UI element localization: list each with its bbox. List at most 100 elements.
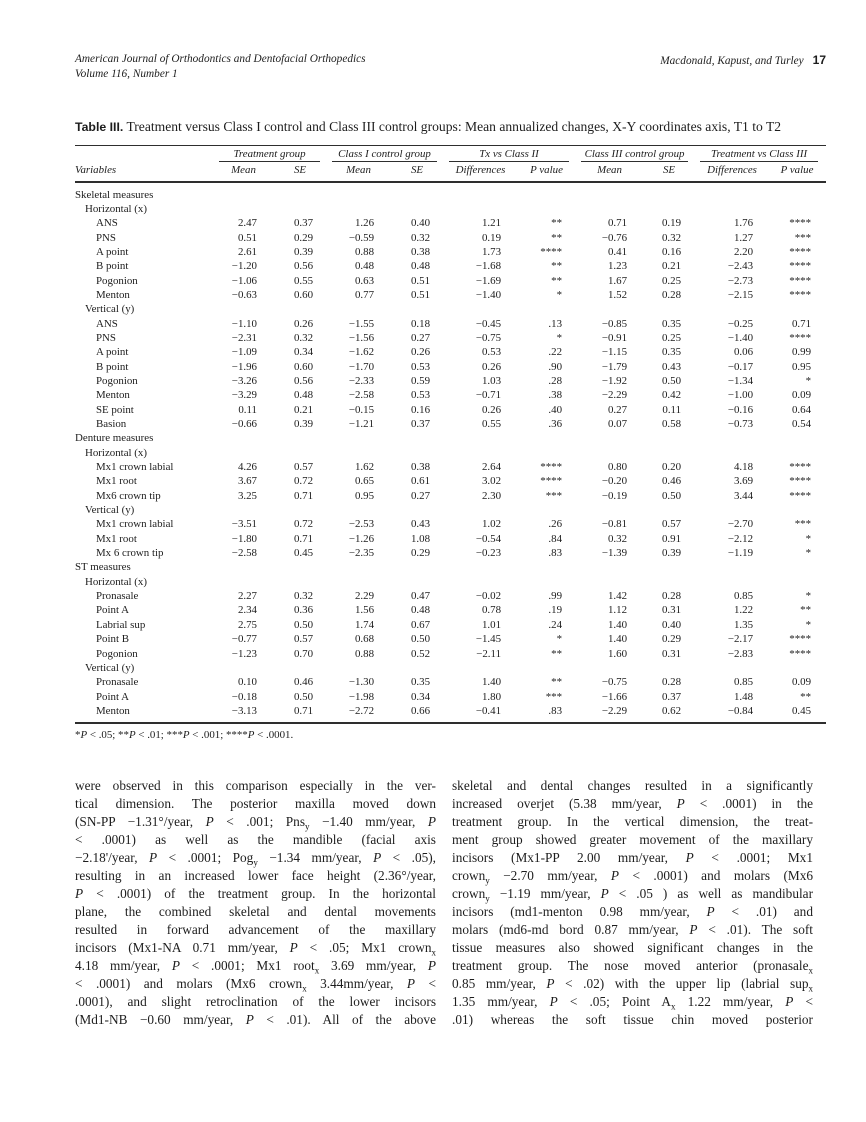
cell-value: .83 bbox=[548, 704, 563, 717]
cell-value: 0.27 bbox=[410, 489, 431, 502]
cell-value: 0.65 bbox=[354, 475, 375, 488]
text-line: 4.18 mm/year, P < .0001; Mx1 rootx 3.69 … bbox=[75, 958, 436, 976]
cell-value: −1.06 bbox=[231, 274, 257, 287]
cell-value: 0.48 bbox=[410, 604, 431, 617]
text-line: were observed in this comparison especia… bbox=[75, 778, 436, 794]
table-row: Menton −3.13 0.71 −2.72 0.66 −0.41 .83 −2.29 0.6… bbox=[75, 704, 826, 723]
table-subsection-row: Vertical (y) bbox=[75, 503, 826, 517]
table-row: Point A 2.34 0.36 1.56 0.48 0.78 .19 1.12 0.31 1.… bbox=[75, 603, 826, 617]
cell-value: −2.43 bbox=[727, 260, 754, 273]
cell-value: −1.92 bbox=[601, 374, 628, 387]
cell-value: 1.02 bbox=[481, 518, 502, 531]
cell-value: 0.32 bbox=[661, 231, 682, 244]
cell-value: −0.41 bbox=[475, 704, 502, 717]
cell-value: 0.64 bbox=[791, 403, 812, 416]
row-label: Skeletal measures bbox=[75, 188, 154, 201]
cell-value: −1.10 bbox=[231, 317, 257, 330]
cell-value: 3.02 bbox=[481, 475, 502, 488]
cell-value: −0.20 bbox=[601, 475, 628, 488]
cell-value: −1.98 bbox=[348, 690, 375, 703]
cell-value: **** bbox=[789, 217, 812, 230]
corner-cell bbox=[75, 145, 215, 162]
group-header: Class I control group bbox=[328, 145, 445, 162]
cell-value: −2.29 bbox=[601, 389, 628, 402]
cell-value: .13 bbox=[548, 317, 563, 330]
cell-value: 0.25 bbox=[661, 331, 682, 344]
table-row: Pogonion −1.06 0.55 0.63 0.51 −1.69 ** 1.67 0.25… bbox=[75, 274, 826, 288]
cell-value: −3.13 bbox=[231, 704, 257, 717]
cell-value: −2.11 bbox=[476, 647, 502, 660]
row-label: Point A bbox=[96, 604, 129, 617]
column-header: Mean bbox=[328, 161, 390, 183]
cell-value: 1.74 bbox=[354, 618, 375, 631]
cell-value: 0.35 bbox=[410, 676, 431, 689]
cell-value: 0.99 bbox=[791, 346, 812, 359]
results-table: Treatment group Class I control group Tx… bbox=[75, 144, 827, 725]
cell-value: −1.09 bbox=[231, 346, 257, 359]
cell-value: −3.29 bbox=[231, 389, 257, 402]
cell-value: **** bbox=[789, 647, 812, 660]
cell-value: * bbox=[805, 618, 812, 631]
column-header: P value bbox=[768, 161, 827, 183]
cell-value: 2.47 bbox=[237, 217, 257, 230]
text-line: (Md1-NB −0.60 mm/year, P < .01). All of … bbox=[75, 1012, 436, 1028]
cell-value: −0.76 bbox=[601, 231, 628, 244]
cell-value: 0.37 bbox=[661, 690, 682, 703]
cell-value: **** bbox=[789, 489, 812, 502]
cell-value: 4.18 bbox=[733, 461, 754, 474]
cell-value: .36 bbox=[548, 418, 563, 430]
table-row: Mx 6 crown tip −2.58 0.45 −2.35 0.29 −0.23 .83… bbox=[75, 546, 826, 560]
cell-value: −0.75 bbox=[601, 676, 628, 689]
cell-value: 1.35 bbox=[733, 618, 754, 631]
text-line: increased overjet (5.38 mm/year, P < .00… bbox=[452, 796, 813, 812]
cell-value: * bbox=[556, 288, 563, 301]
cell-value: 1.42 bbox=[607, 590, 628, 603]
column-header: P value bbox=[516, 161, 578, 183]
cell-value: 0.95 bbox=[791, 360, 812, 373]
cell-value: 3.67 bbox=[237, 475, 257, 488]
row-label: Mx 6 crown tip bbox=[96, 547, 164, 560]
cell-value: **** bbox=[540, 475, 563, 488]
cell-value: ** bbox=[551, 274, 563, 287]
page-number: 17 bbox=[812, 53, 826, 67]
cell-value: .40 bbox=[548, 403, 563, 416]
table-subsection-row: Horizontal (x) bbox=[75, 446, 826, 460]
row-label: B point bbox=[96, 260, 129, 273]
text-line: tical dimension. The posterior maxilla m… bbox=[75, 796, 436, 812]
row-label: Labrial sup bbox=[96, 618, 146, 631]
table-row: Mx6 crown tip 3.25 0.71 0.95 0.27 2.30 *** −0.1… bbox=[75, 489, 826, 503]
cell-value: 0.45 bbox=[791, 704, 812, 717]
cell-value: 0.10 bbox=[237, 676, 257, 689]
cell-value: 0.55 bbox=[481, 418, 502, 430]
cell-value: −2.83 bbox=[727, 647, 754, 660]
row-label: Horizontal (x) bbox=[85, 446, 147, 459]
cell-value: 0.39 bbox=[661, 547, 682, 560]
cell-value: −0.77 bbox=[231, 633, 257, 646]
group-header-label: Class I control group bbox=[332, 148, 438, 162]
text-line: < .0001) and molars (Mx6 crownx 3.44mm/y… bbox=[75, 976, 436, 994]
cell-value: 0.36 bbox=[293, 604, 314, 617]
table-footnote: *P < .05; **P < .01; ***P < .001; ****P … bbox=[75, 729, 294, 742]
row-label: A point bbox=[96, 346, 129, 359]
cell-value: −2.35 bbox=[348, 547, 375, 560]
table-row: Basion −0.66 0.39 −1.21 0.37 0.55 .36 0.07 0.58 −… bbox=[75, 417, 826, 431]
cell-value: −1.21 bbox=[348, 418, 375, 430]
cell-value: 1.40 bbox=[607, 633, 628, 646]
cell-value: *** bbox=[545, 489, 563, 502]
cell-value: 0.57 bbox=[661, 518, 682, 531]
cell-value: 0.09 bbox=[791, 676, 812, 689]
cell-value: −2.29 bbox=[601, 704, 628, 717]
table-subsection-row: Vertical (y) bbox=[75, 302, 826, 316]
column-header: Mean bbox=[577, 161, 643, 183]
cell-value: 0.06 bbox=[733, 346, 754, 359]
cell-value: −0.71 bbox=[475, 389, 502, 402]
cell-value: 0.56 bbox=[293, 260, 314, 273]
cell-value: * bbox=[805, 374, 812, 387]
page-header: American Journal of Orthodontics and Den… bbox=[75, 52, 826, 82]
cell-value: 0.32 bbox=[410, 231, 431, 244]
cell-value: 0.39 bbox=[293, 418, 314, 430]
cell-value: 0.61 bbox=[410, 475, 431, 488]
empty-cell bbox=[215, 446, 826, 460]
cell-value: 0.37 bbox=[293, 217, 314, 230]
table-row: PNS 0.51 0.29 −0.59 0.32 0.19 ** −0.76 0.32 1.27 *… bbox=[75, 231, 826, 245]
